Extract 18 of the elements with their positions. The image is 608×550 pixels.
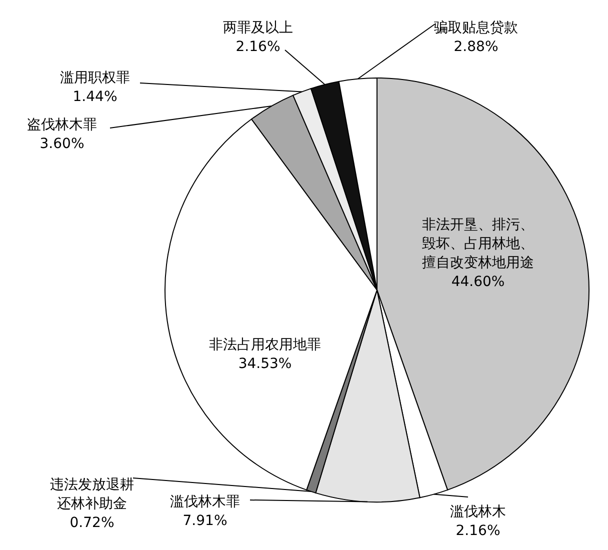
data-label: 0.72%	[70, 515, 114, 531]
slice-label: 盗伐林木罪	[27, 117, 97, 133]
slice-label: 违法发放退耕还林补助金	[50, 477, 134, 512]
slice-label: 非法占用农用地罪	[209, 337, 321, 353]
data-label: 2.16%	[456, 523, 500, 539]
data-label: 1.44%	[72, 89, 118, 105]
slice-label: 滥用职权罪	[60, 70, 130, 86]
data-label: 7.91%	[182, 513, 228, 529]
data-label: 2.16%	[236, 39, 280, 55]
data-label: 3.60%	[40, 136, 84, 152]
slice-label: 两罪及以上	[223, 20, 293, 36]
data-label: 44.60%	[451, 274, 505, 290]
slice-label: 非法开垦、排污、毁坏、占用林地、擅自改变林地用途	[422, 217, 534, 271]
slice-label: 骗取贴息贷款	[434, 20, 518, 36]
data-label: 2.88%	[454, 39, 498, 55]
slice-label: 滥伐林木	[450, 504, 506, 520]
slice-label: 滥伐林木罪	[170, 494, 240, 510]
data-label: 34.53%	[238, 356, 292, 372]
